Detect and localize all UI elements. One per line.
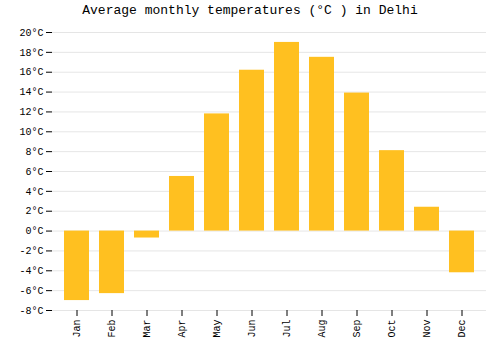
svg-text:Jun: Jun (247, 320, 258, 338)
svg-text:Feb: Feb (107, 320, 118, 338)
svg-text:2°C: 2°C (25, 206, 43, 217)
svg-text:Aug: Aug (317, 320, 328, 338)
svg-text:20°C: 20°C (19, 28, 43, 39)
svg-text:0°C: 0°C (25, 226, 43, 237)
svg-text:Oct: Oct (387, 320, 398, 338)
svg-text:-8°C: -8°C (19, 306, 43, 317)
svg-text:12°C: 12°C (19, 107, 43, 118)
svg-text:14°C: 14°C (19, 87, 43, 98)
svg-text:Sep: Sep (352, 320, 363, 338)
svg-text:-2°C: -2°C (19, 246, 43, 257)
svg-text:16°C: 16°C (19, 67, 43, 78)
svg-text:4°C: 4°C (25, 187, 43, 198)
svg-text:-4°C: -4°C (19, 266, 43, 277)
svg-text:-6°C: -6°C (19, 286, 43, 297)
svg-text:Dec: Dec (457, 320, 468, 338)
svg-text:Mar: Mar (142, 320, 153, 338)
svg-text:Nov: Nov (422, 320, 433, 338)
svg-text:18°C: 18°C (19, 48, 43, 59)
html-text:Average monthly temperatures (: Average monthly temperatures (°C ) in De… (82, 3, 418, 18)
svg-text:Jul: Jul (282, 320, 293, 338)
svg-text:May: May (212, 320, 223, 338)
svg-text:Apr: Apr (177, 320, 188, 338)
svg-text:6°C: 6°C (25, 167, 43, 178)
svg-text:Jan: Jan (72, 320, 83, 338)
svg-text:10°C: 10°C (19, 127, 43, 138)
svg-text:8°C: 8°C (25, 147, 43, 158)
